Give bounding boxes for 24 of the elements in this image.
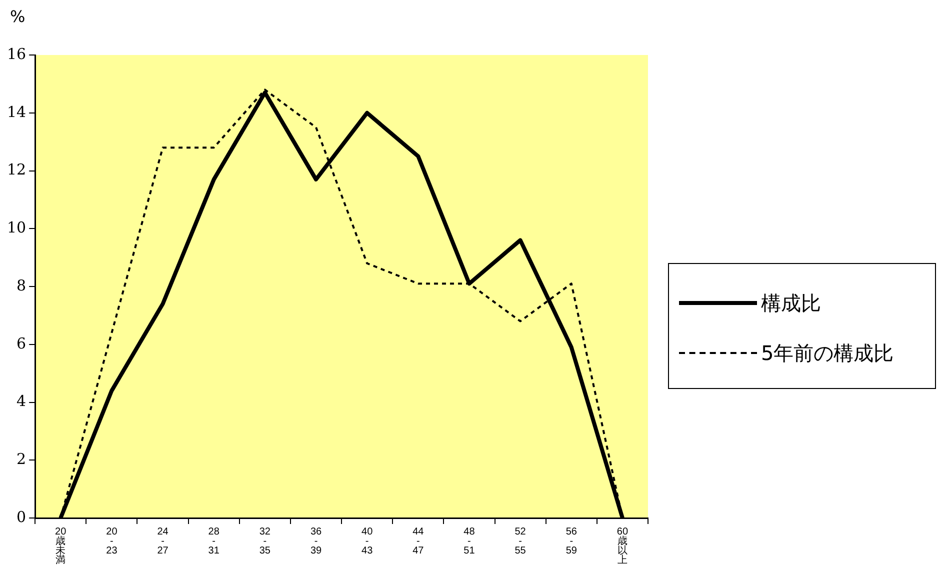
y-tick-label: 4 [16,392,26,410]
y-tick-label: 14 [6,102,26,121]
x-tick-label: 40-43 [362,526,374,556]
x-tick-label: 24-27 [157,526,169,556]
legend-label: 5年前の構成比 [761,340,894,366]
y-tick-label: 16 [6,44,26,63]
x-tick-label: 32-35 [259,526,271,556]
x-tick-label: 52-55 [514,526,526,556]
legend-label: 構成比 [761,290,821,316]
y-tick-label: 10 [6,218,26,237]
y-tick-label: 8 [16,276,26,294]
x-tick-label: 44-47 [412,526,424,556]
x-tick-label: 48-51 [464,526,476,556]
x-tick-label: 20歳未満 [55,526,67,566]
y-tick-label: 12 [6,160,26,179]
y-tick-label: 2 [16,450,26,468]
x-tick-label: 56-59 [566,526,578,556]
y-tick-label: 0 [16,508,26,526]
x-tick-label: 36-39 [310,526,322,556]
x-tick-label: 20-23 [106,526,118,556]
y-tick-label: 6 [16,334,26,352]
x-tick-label: 28-31 [208,526,220,556]
x-tick-label: 60歳以上 [616,526,628,566]
y-axis-title: % [10,7,26,26]
